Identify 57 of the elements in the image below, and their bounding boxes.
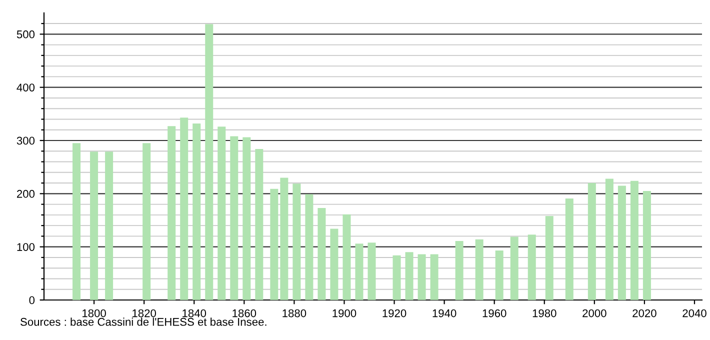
bar (510, 236, 518, 300)
bar (618, 186, 626, 300)
bar (230, 136, 238, 300)
bar (242, 137, 251, 300)
bar (318, 208, 326, 300)
bar (255, 149, 264, 300)
y-tick-label: 400 (16, 84, 35, 92)
bar (605, 178, 614, 300)
bar (142, 143, 151, 300)
bar (192, 123, 201, 300)
bar (392, 255, 401, 300)
x-tick-label: 1920 (382, 309, 406, 318)
bar (205, 24, 214, 300)
bar (430, 254, 438, 300)
bar (105, 152, 114, 300)
bar (475, 239, 484, 300)
bar (330, 228, 338, 300)
bar (342, 214, 351, 300)
bar (72, 143, 81, 300)
x-tick-label: 1800 (82, 309, 106, 318)
bar (418, 254, 426, 300)
bar (180, 118, 188, 300)
bar (90, 152, 98, 300)
bar (280, 178, 288, 300)
y-tick-label: 200 (16, 190, 35, 198)
y-tick-label: 500 (16, 30, 35, 38)
bar (455, 240, 464, 300)
bar (565, 198, 574, 300)
bar (495, 250, 504, 300)
y-tick-label: 100 (17, 243, 35, 251)
bar (528, 234, 536, 300)
bar (642, 191, 651, 300)
bar (545, 216, 554, 300)
x-tick-label: 1880 (282, 309, 306, 318)
x-tick-label: 2040 (682, 309, 706, 318)
bar (305, 194, 314, 300)
x-tick-label: 1960 (482, 309, 506, 318)
x-tick-label: 1980 (532, 309, 556, 318)
bar (270, 188, 278, 300)
y-tick-label: 0 (29, 296, 35, 304)
x-tick-label: 1840 (182, 309, 206, 318)
bar (218, 126, 226, 300)
bar (630, 180, 638, 300)
bar (588, 183, 596, 300)
source-note: Sources : base Cassini de l'EHESS et base Insee. (20, 318, 266, 326)
x-tick-label: 1900 (332, 309, 356, 318)
bar (368, 242, 376, 300)
bar (405, 252, 414, 300)
bar (355, 244, 364, 300)
bar (292, 184, 301, 300)
x-tick-label: 1940 (432, 309, 456, 318)
x-tick-label: 2020 (632, 309, 656, 318)
x-tick-label: 1860 (232, 309, 256, 318)
y-tick-label: 300 (16, 136, 35, 145)
x-tick-label: 2000 (582, 309, 606, 318)
x-tick-label: 1820 (132, 309, 156, 318)
bar (168, 126, 176, 300)
